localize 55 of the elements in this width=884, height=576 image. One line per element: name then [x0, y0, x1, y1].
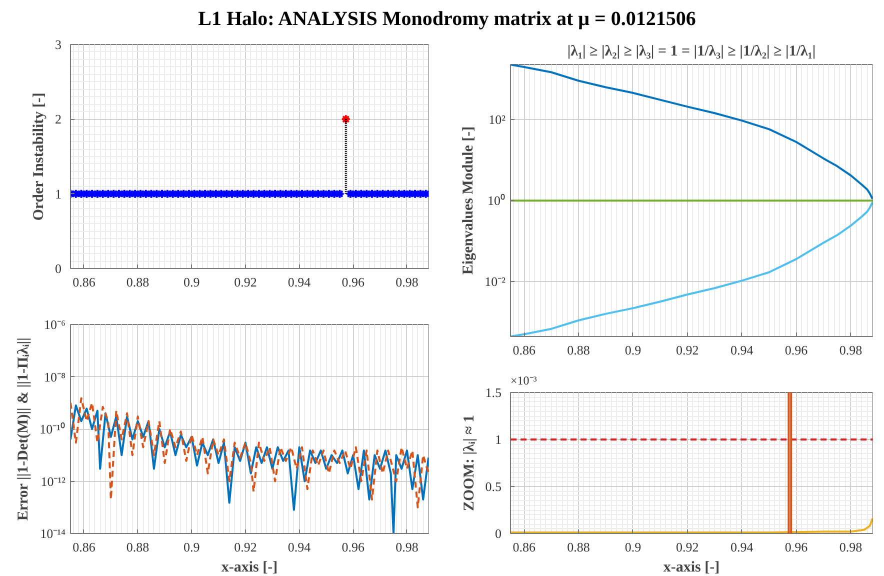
y-axis-title: Eigenvalues Module [-] [460, 126, 477, 275]
x-tick-label: 0.88 [567, 540, 590, 554]
y-axis-title: Order Instability [-] [31, 92, 47, 221]
y-tick-label: 10⁻² [484, 274, 506, 290]
y-tick-label: 10⁻¹⁴ [40, 526, 66, 541]
y-tick-label: 0.5 [485, 479, 502, 494]
x-tick-label: 0.86 [512, 342, 536, 358]
x-tick-label: 0.96 [342, 540, 366, 554]
x-tick-label: 0.94 [288, 540, 312, 554]
x-tick-label: 0.92 [676, 540, 699, 554]
y-tick-label: 1 [55, 186, 62, 202]
x-tick-label: 0.98 [396, 540, 418, 554]
x-tick-label: 0.92 [676, 342, 699, 358]
chart-title: |λ₁| ≥ |λ₂| ≥ |λ₃| = 1 = |1/λ₃| ≥ |1/λ₂| ≥ |1/λ₁| [567, 44, 816, 60]
x-tick-label: 0.88 [126, 540, 150, 554]
x-tick-label: 0.9 [624, 540, 642, 554]
y-tick-label: 10⁻¹² [40, 474, 66, 489]
x-tick-label: 0.92 [234, 274, 257, 290]
x-tick-label: 0.86 [72, 274, 96, 290]
x-tick-label: 0.86 [512, 540, 536, 554]
x-tick-label: 0.88 [567, 342, 590, 358]
x-tick-label: 0.96 [342, 274, 366, 290]
y-tick-label: 10² [488, 112, 506, 128]
x-tick-label: 0.98 [396, 274, 418, 290]
y-tick-label: 10⁻¹⁰ [40, 422, 66, 436]
y-axis-title: Error ||1-Det(M)|| & ||1-Πᵢλᵢ|| [16, 338, 32, 521]
x-tick-label: 0.9 [184, 540, 200, 554]
x-tick-label: 0.98 [839, 342, 862, 358]
y-tick-label: 1.5 [485, 385, 502, 400]
y-tick-label: 3 [55, 37, 62, 52]
x-axis-title: x-axis [-] [221, 560, 278, 576]
x-tick-label: 0.9 [624, 342, 642, 358]
y-tick-label: 2 [55, 112, 62, 127]
line-series [70, 397, 428, 508]
x-tick-label: 0.86 [72, 540, 96, 554]
y-tick-label: 1 [495, 432, 502, 447]
x-tick-label: 0.96 [784, 342, 808, 358]
x-tick-label: 0.94 [730, 540, 754, 554]
x-axis-title: x-axis [-] [663, 560, 720, 576]
line-series [510, 64, 872, 200]
x-tick-label: 0.88 [126, 274, 150, 290]
x-tick-label: 0.92 [234, 540, 257, 554]
y-tick-label: 0 [55, 261, 62, 276]
y-tick-label: 10⁻⁸ [44, 369, 66, 384]
x-tick-label: 0.96 [784, 540, 808, 554]
y-tick-label: 10⁰ [488, 193, 506, 208]
y-tick-label: 10⁻⁶ [44, 317, 66, 332]
x-tick-label: 0.94 [288, 274, 312, 290]
y-axis-title: ZOOM: |λᵢ| ≈ 1 [461, 414, 478, 512]
x-tick-label: 0.94 [730, 342, 754, 358]
text: ×10⁻³ [510, 374, 538, 388]
y-tick-label: 0 [495, 526, 502, 541]
x-tick-label: 0.98 [839, 540, 862, 554]
chart-title: L1 Halo: ANALYSIS Monodromy matrix at μ = 0.0121506 [198, 7, 696, 32]
x-tick-label: 0.9 [184, 274, 200, 290]
